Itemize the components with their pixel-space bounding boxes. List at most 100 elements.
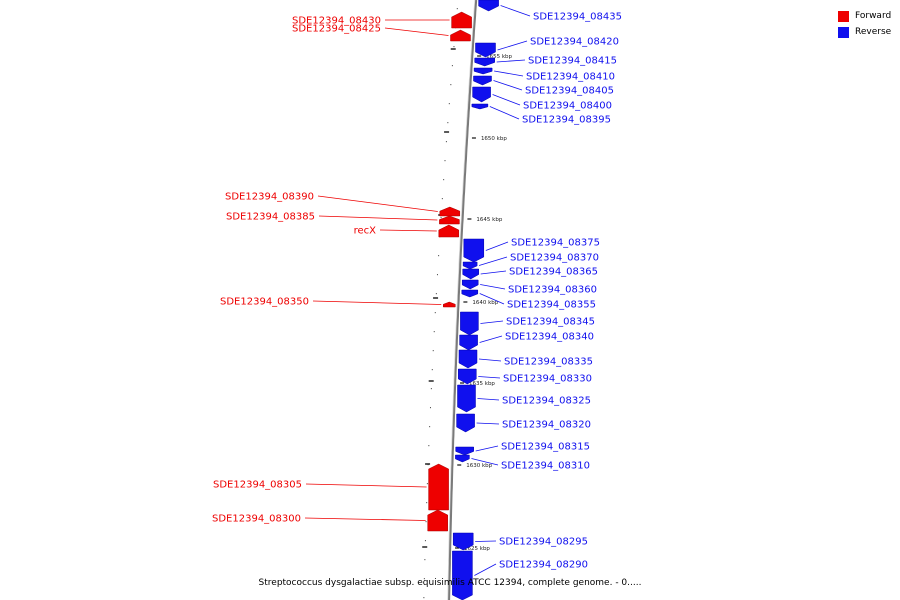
- scale-label: 1635 kbp: [469, 381, 495, 387]
- genome-caption: Streptococcus dysgalactiae subsp. equisi…: [258, 578, 642, 588]
- leader-line: [489, 106, 520, 120]
- gene-arrow-SDE12394_08400[interactable]: [472, 86, 491, 103]
- gene-arrow-SDE12394_08290[interactable]: [452, 550, 473, 600]
- gene-arrow-SDE12394_08375[interactable]: [463, 238, 485, 263]
- gene-arrow-SDE12394_08415[interactable]: [474, 57, 495, 67]
- scale-label: 1645 kbp: [476, 217, 502, 223]
- leader-line: [480, 284, 506, 290]
- gene-label-SDE12394_08335[interactable]: SDE12394_08335: [504, 357, 593, 368]
- gene-label-SDE12394_08360[interactable]: SDE12394_08360: [508, 285, 597, 296]
- leader-line: [477, 398, 500, 401]
- gene-label-SDE12394_08425[interactable]: SDE12394_08425: [292, 24, 381, 35]
- gene-arrow-SDE12394_08350[interactable]: [443, 301, 456, 308]
- leader-line: [384, 27, 449, 36]
- gene-arrow-SDE12394_08370[interactable]: [462, 261, 478, 270]
- gene-label-SDE12394_08375[interactable]: SDE12394_08375: [511, 238, 600, 249]
- gene-label-SDE12394_08370[interactable]: SDE12394_08370: [510, 253, 599, 264]
- genome-backbone: [447, 0, 478, 600]
- gene-label-SDE12394_08385[interactable]: SDE12394_08385: [226, 212, 315, 223]
- leader-line: [494, 70, 524, 77]
- gene-arrow-SDE12394_08340[interactable]: [459, 334, 478, 351]
- leader-line: [493, 80, 523, 91]
- gene-label-SDE12394_08330[interactable]: SDE12394_08330: [503, 374, 592, 385]
- leader-line: [480, 270, 507, 275]
- gene-arrow-SDE12394_08425[interactable]: [450, 29, 471, 42]
- gene-label-SDE12394_08365[interactable]: SDE12394_08365: [509, 267, 598, 278]
- gene-label-SDE12394_08420[interactable]: SDE12394_08420: [530, 37, 619, 48]
- gene-label-SDE12394_08430[interactable]: SDE12394_08430: [292, 16, 381, 27]
- gene-label-SDE12394_08390[interactable]: SDE12394_08390: [225, 192, 314, 203]
- gene-arrow-SDE12394_08395[interactable]: [471, 103, 489, 110]
- leader-line: [379, 229, 437, 232]
- leader-line: [479, 293, 505, 305]
- gene-arrow-SDE12394_08345[interactable]: [460, 311, 479, 336]
- gene-label-SDE12394_08395[interactable]: SDE12394_08395: [522, 115, 611, 126]
- leader-line: [478, 256, 508, 266]
- gene-label-SDE12394_08325[interactable]: SDE12394_08325: [502, 396, 591, 407]
- gene-label-SDE12394_08350[interactable]: SDE12394_08350: [220, 297, 309, 308]
- leader-line: [312, 300, 442, 305]
- gene-arrow-SDE12394_08330[interactable]: [458, 368, 477, 385]
- gene-label-SDE12394_08305[interactable]: SDE12394_08305: [213, 480, 302, 491]
- gene-arrow-SDE12394_08300[interactable]: [427, 509, 448, 532]
- legend-entry-forward: Forward: [838, 9, 891, 24]
- leader-line: [305, 483, 427, 488]
- leader-line: [497, 40, 528, 51]
- gene-arrow-SDE12394_08310[interactable]: [455, 454, 470, 463]
- gene-arrow-SDE12394_08325[interactable]: [457, 384, 476, 413]
- gene-label-recX[interactable]: recX: [354, 226, 377, 237]
- gene-label-SDE12394_08340[interactable]: SDE12394_08340: [505, 332, 594, 343]
- leader-line: [474, 563, 497, 576]
- legend-label-reverse: Reverse: [855, 27, 892, 37]
- leader-line: [471, 458, 499, 466]
- gene-label-SDE12394_08290[interactable]: SDE12394_08290: [499, 560, 588, 571]
- gene-arrow-recX[interactable]: [438, 224, 460, 238]
- gene-arrow-SDE12394_08355[interactable]: [461, 289, 479, 298]
- gene-arrow-SDE12394_08405[interactable]: [473, 75, 492, 86]
- scale-label: 1650 kbp: [481, 136, 507, 142]
- leader-line: [478, 358, 502, 362]
- gene-label-SDE12394_08300[interactable]: SDE12394_08300: [212, 514, 301, 525]
- gene-label-SDE12394_08405[interactable]: SDE12394_08405: [525, 86, 614, 97]
- gene-label-SDE12394_08295[interactable]: SDE12394_08295: [499, 537, 588, 548]
- gene-arrow-SDE12394_08315[interactable]: [455, 446, 474, 456]
- leader-line: [479, 335, 503, 343]
- leader-line: [304, 517, 426, 521]
- gene-label-SDE12394_08345[interactable]: SDE12394_08345: [506, 317, 595, 328]
- gene-arrow-SDE12394_08430[interactable]: [451, 11, 472, 29]
- gene-arrow-SDE12394_08305[interactable]: [428, 463, 449, 511]
- gene-label-SDE12394_08415[interactable]: SDE12394_08415: [528, 56, 617, 67]
- leader-line: [317, 195, 438, 212]
- forward-swatch: [838, 11, 849, 22]
- strand-legend: Forward Reverse: [838, 9, 891, 41]
- gene-arrow-SDE12394_08435[interactable]: [478, 0, 499, 12]
- leader-line: [496, 59, 526, 63]
- gene-label-SDE12394_08400[interactable]: SDE12394_08400: [523, 101, 612, 112]
- leader-line: [476, 422, 500, 425]
- gene-arrow-SDE12394_08365[interactable]: [462, 268, 479, 280]
- gene-label-SDE12394_08315[interactable]: SDE12394_08315: [501, 442, 590, 453]
- leader-line: [500, 5, 531, 17]
- gene-arrow-SDE12394_08420[interactable]: [475, 42, 496, 58]
- gene-label-SDE12394_08320[interactable]: SDE12394_08320: [502, 420, 591, 431]
- gene-arrow-SDE12394_08295[interactable]: [452, 532, 474, 551]
- scale-label: 1625 kbp: [464, 546, 490, 552]
- gene-arrow-SDE12394_08390[interactable]: [439, 206, 461, 217]
- leader-line: [318, 215, 438, 221]
- gene-arrow-SDE12394_08410[interactable]: [473, 67, 493, 75]
- gene-arrow-SDE12394_08335[interactable]: [458, 349, 478, 369]
- leader-line: [475, 540, 497, 542]
- scale-label: 1640 kbp: [472, 300, 498, 306]
- gene-label-SDE12394_08410[interactable]: SDE12394_08410: [526, 72, 615, 83]
- gene-arrow-SDE12394_08320[interactable]: [456, 413, 475, 433]
- gene-arrow-SDE12394_08360[interactable]: [461, 279, 479, 290]
- leader-line: [475, 445, 499, 452]
- gene-arrow-SDE12394_08385[interactable]: [439, 215, 460, 225]
- gene-label-SDE12394_08310[interactable]: SDE12394_08310: [501, 461, 590, 472]
- gene-label-SDE12394_08435[interactable]: SDE12394_08435: [533, 12, 622, 23]
- leader-line: [478, 376, 501, 379]
- legend-label-forward: Forward: [855, 11, 892, 21]
- gene-label-SDE12394_08355[interactable]: SDE12394_08355: [507, 300, 596, 311]
